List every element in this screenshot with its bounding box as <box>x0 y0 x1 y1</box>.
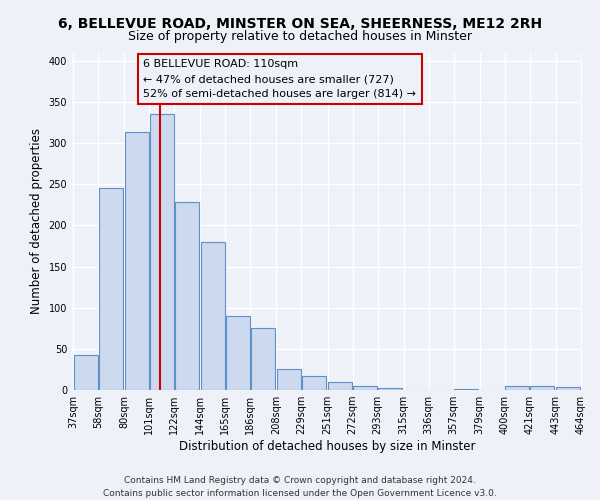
Bar <box>74 354 98 390</box>
Text: Size of property relative to detached houses in Minster: Size of property relative to detached ho… <box>128 30 472 43</box>
Bar <box>175 202 199 390</box>
Y-axis label: Number of detached properties: Number of detached properties <box>30 128 43 314</box>
Text: Contains HM Land Registry data © Crown copyright and database right 2024.
Contai: Contains HM Land Registry data © Crown c… <box>103 476 497 498</box>
Bar <box>454 389 478 390</box>
Bar <box>98 188 122 390</box>
X-axis label: Distribution of detached houses by size in Minster: Distribution of detached houses by size … <box>179 440 475 453</box>
Bar <box>201 242 225 390</box>
Bar <box>226 316 250 390</box>
Bar <box>556 386 580 390</box>
Text: 6 BELLEVUE ROAD: 110sqm
← 47% of detached houses are smaller (727)
52% of semi-d: 6 BELLEVUE ROAD: 110sqm ← 47% of detache… <box>143 59 416 99</box>
Bar <box>277 370 301 390</box>
Bar <box>328 382 352 390</box>
Bar <box>505 386 529 390</box>
Bar <box>150 114 174 390</box>
Bar <box>302 376 326 390</box>
Bar <box>125 132 149 390</box>
Bar <box>530 386 554 390</box>
Bar <box>251 328 275 390</box>
Bar <box>378 388 402 390</box>
Text: 6, BELLEVUE ROAD, MINSTER ON SEA, SHEERNESS, ME12 2RH: 6, BELLEVUE ROAD, MINSTER ON SEA, SHEERN… <box>58 18 542 32</box>
Bar <box>353 386 377 390</box>
